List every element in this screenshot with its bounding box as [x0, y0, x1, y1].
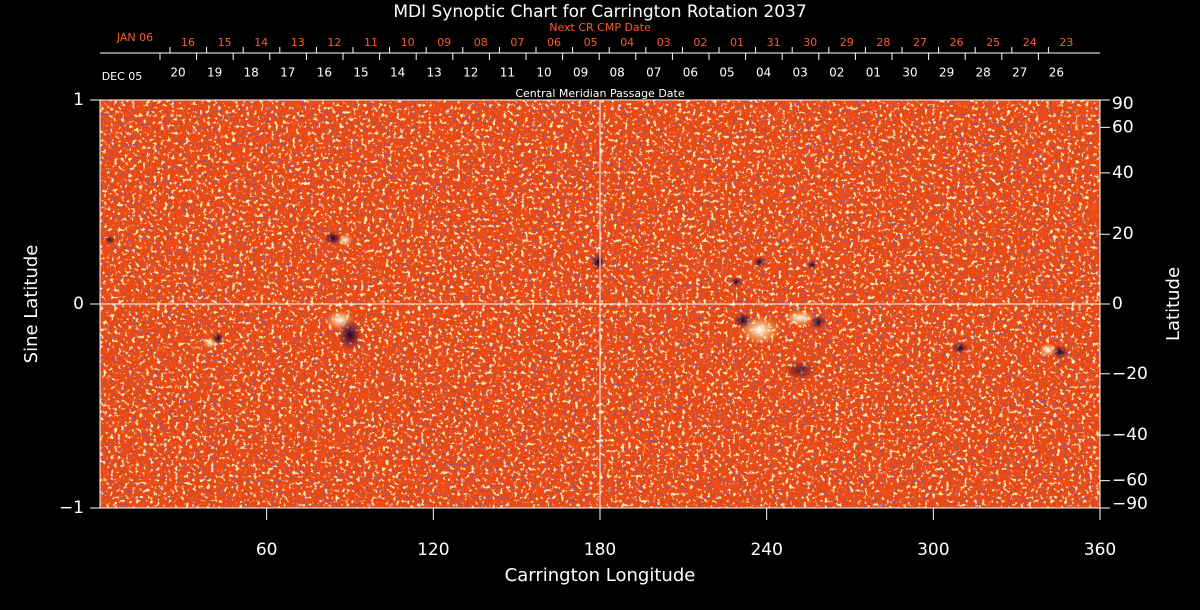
x-tick-label: 360: [1084, 540, 1116, 560]
cmp-day: 18: [244, 66, 259, 80]
y-tick-label: −1: [59, 498, 84, 518]
cmp-month: DEC 05: [102, 70, 143, 83]
cmp-day: 20: [170, 66, 185, 80]
next-cr-day: 15: [218, 36, 232, 49]
y2-tick-label: 60: [1112, 117, 1134, 137]
next-cr-day: 04: [620, 36, 634, 49]
next-cr-day: 11: [364, 36, 378, 49]
next-cr-day: 08: [474, 36, 488, 49]
y2-tick-label: 40: [1112, 163, 1134, 183]
next-cr-day: 14: [254, 36, 268, 49]
cmp-day: 11: [500, 66, 515, 80]
y2-tick-label: 0: [1112, 294, 1123, 314]
next-cr-day: 01: [730, 36, 744, 49]
cmp-day: 19: [207, 66, 222, 80]
y2-tick-label: −40: [1112, 425, 1148, 445]
y-axis-title: Sine Latitude: [21, 245, 42, 364]
next-cr-axis-title: Next CR CMP Date: [549, 21, 651, 34]
cmp-day: 12: [463, 66, 478, 80]
next-cr-day: 24: [1023, 36, 1037, 49]
cmp-day: 02: [829, 66, 844, 80]
next-cr-day: 05: [584, 36, 598, 49]
next-cr-month: JAN 06: [116, 31, 153, 44]
cmp-day: 05: [719, 66, 734, 80]
cmp-day: 16: [317, 66, 332, 80]
cmp-day: 17: [280, 66, 295, 80]
next-cr-day: 29: [840, 36, 854, 49]
cmp-day: 03: [793, 66, 808, 80]
next-cr-day: 28: [876, 36, 890, 49]
cmp-day: 06: [683, 66, 698, 80]
x-axis-title: Carrington Longitude: [505, 565, 696, 586]
cmp-axis-title: Central Meridian Passage Date: [515, 87, 684, 100]
y2-tick-label: −60: [1112, 471, 1148, 491]
cmp-day: 07: [646, 66, 661, 80]
cmp-day: 27: [1012, 66, 1027, 80]
next-cr-day: 16: [181, 36, 195, 49]
x-tick-label: 180: [584, 540, 616, 560]
next-cr-day: 03: [657, 36, 671, 49]
next-cr-day: 02: [693, 36, 707, 49]
next-cr-day: 10: [401, 36, 415, 49]
cmp-day: 14: [390, 66, 405, 80]
next-cr-day: 30: [803, 36, 817, 49]
next-cr-day: 09: [437, 36, 451, 49]
cmp-day: 08: [610, 66, 625, 80]
cmp-day: 10: [536, 66, 551, 80]
cmp-day: 01: [866, 66, 881, 80]
cmp-day: 13: [427, 66, 442, 80]
next-cr-day: 25: [986, 36, 1000, 49]
cmp-day: 09: [573, 66, 588, 80]
next-cr-day: 07: [510, 36, 524, 49]
chart-title: MDI Synoptic Chart for Carrington Rotati…: [393, 2, 806, 22]
y2-axis-title: Latitude: [1163, 267, 1184, 341]
next-cr-day: 26: [950, 36, 964, 49]
next-cr-day: 23: [1059, 36, 1073, 49]
y2-tick-label: −20: [1112, 364, 1148, 384]
cmp-day: 26: [1049, 66, 1064, 80]
x-tick-label: 240: [750, 540, 782, 560]
next-cr-day: 31: [767, 36, 781, 49]
y2-tick-label: −90: [1112, 494, 1148, 514]
y-tick-label: 1: [73, 90, 84, 110]
cmp-day: 15: [353, 66, 368, 80]
x-tick-label: 300: [917, 540, 949, 560]
y2-tick-label: 90: [1112, 94, 1134, 114]
cmp-day: 28: [976, 66, 991, 80]
next-cr-day: 12: [327, 36, 341, 49]
y2-tick-label: 20: [1112, 224, 1134, 244]
y-tick-label: 0: [73, 294, 84, 314]
next-cr-day: 13: [291, 36, 305, 49]
x-tick-label: 60: [256, 540, 278, 560]
cmp-day: 30: [902, 66, 917, 80]
cmp-day: 29: [939, 66, 954, 80]
next-cr-day: 27: [913, 36, 927, 49]
next-cr-day: 06: [547, 36, 561, 49]
cmp-day: 04: [756, 66, 771, 80]
x-tick-label: 120: [417, 540, 449, 560]
